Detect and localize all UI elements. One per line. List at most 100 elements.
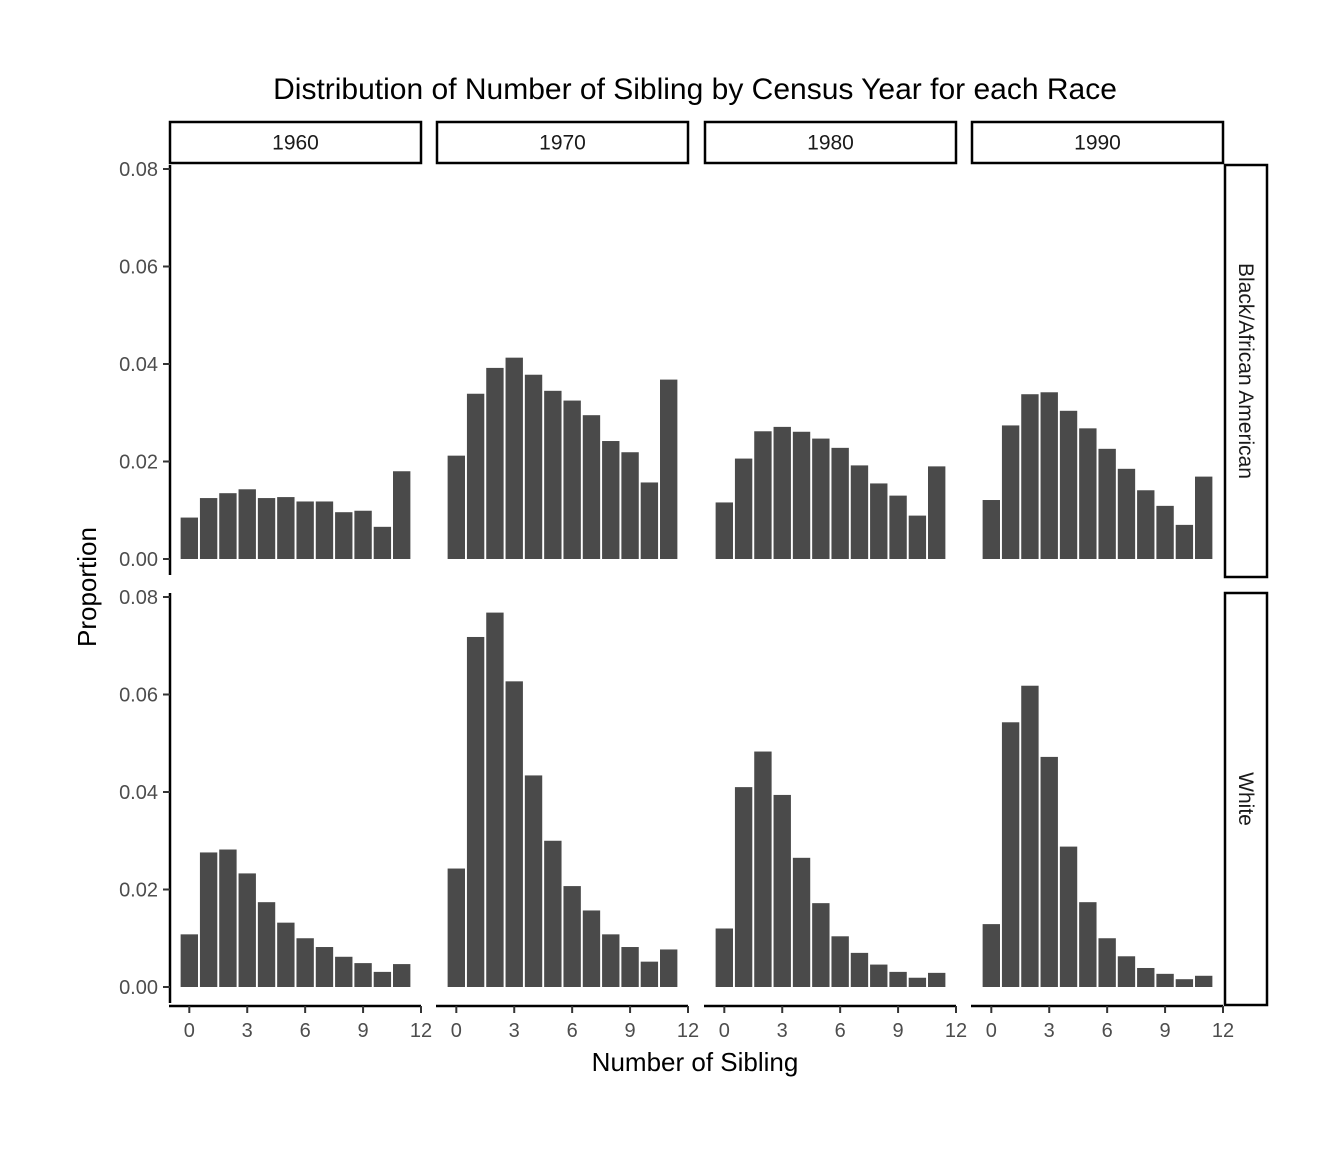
bar (773, 794, 791, 987)
row-strip-white (1223, 591, 1269, 1007)
row-strip-label: Black/African American (1234, 263, 1257, 479)
bar (870, 483, 888, 559)
bar (1195, 975, 1213, 987)
bar (1117, 956, 1136, 987)
x-tick-label: 6 (1102, 1020, 1113, 1042)
y-tick-label: 0.06 (119, 685, 158, 707)
bar (602, 934, 620, 987)
bar (505, 681, 523, 987)
bar (889, 495, 907, 559)
y-tick-label: 0.08 (119, 587, 158, 609)
bar (563, 400, 581, 559)
bar (486, 612, 504, 987)
bar (602, 441, 620, 559)
column-strip-1970 (435, 120, 690, 165)
column-strip-label: 1980 (807, 132, 854, 155)
column-strip-1990 (970, 120, 1225, 165)
bar (1021, 685, 1039, 987)
bar (850, 465, 869, 559)
y-tick-label: 0.04 (119, 782, 158, 804)
bar (393, 471, 411, 559)
bar (889, 971, 907, 987)
bar (447, 868, 465, 987)
bar (982, 500, 1000, 559)
bar (466, 636, 485, 987)
x-tick-label: 12 (1212, 1020, 1234, 1042)
bar (850, 952, 869, 987)
x-tick-label: 12 (945, 1020, 967, 1042)
bar (1175, 524, 1194, 559)
bar (582, 415, 601, 559)
y-tick-label: 0.08 (119, 159, 158, 181)
x-tick-label: 0 (184, 1020, 195, 1042)
bar (335, 956, 353, 987)
bar (180, 517, 198, 559)
x-axis-title: Number of Sibling (592, 1047, 799, 1077)
panel-1970-black (447, 357, 678, 559)
panel-1960-white (180, 849, 411, 987)
x-tick-label: 3 (509, 1020, 520, 1042)
y-tick-label: 0.02 (119, 452, 158, 474)
y-axis-title: Proportion (72, 527, 102, 647)
bar (715, 502, 733, 559)
bar (505, 357, 523, 559)
bar (831, 936, 849, 987)
x-tick-label: 0 (451, 1020, 462, 1042)
bar (640, 961, 659, 987)
column-strip-1960 (168, 120, 423, 165)
bar (315, 501, 334, 559)
bar (1098, 938, 1116, 987)
panel-1990-white (982, 685, 1213, 987)
bar (715, 928, 733, 987)
x-tick-label: 0 (986, 1020, 997, 1042)
bar (315, 947, 334, 987)
bar (812, 903, 830, 987)
bar (1059, 846, 1078, 987)
x-tick-label: 3 (242, 1020, 253, 1042)
bar (982, 924, 1000, 987)
y-tick-label: 0.00 (119, 977, 158, 999)
bar (199, 852, 218, 987)
y-tick-label: 0.02 (119, 880, 158, 902)
bar (754, 751, 772, 987)
panel-1960-black (180, 471, 411, 559)
bar (238, 489, 256, 559)
bar (1001, 425, 1020, 559)
y-tick-label: 0.00 (119, 549, 158, 571)
bar (373, 971, 392, 987)
bar (908, 977, 927, 987)
bar (219, 493, 237, 559)
bar (544, 840, 562, 987)
bar (1040, 756, 1058, 987)
bar (1040, 392, 1058, 559)
bar (1156, 973, 1174, 987)
bar (1175, 979, 1194, 987)
bar (219, 849, 237, 987)
x-tick-label: 3 (777, 1020, 788, 1042)
bar (640, 482, 659, 559)
bar (928, 972, 946, 987)
y-tick-label: 0.04 (119, 354, 158, 376)
bar (296, 501, 314, 559)
bar (792, 431, 811, 559)
column-strip-label: 1960 (272, 132, 319, 155)
bar (621, 947, 639, 987)
panel-1980-black (715, 426, 946, 559)
bar (870, 964, 888, 987)
bar (1079, 428, 1097, 559)
bar (524, 775, 543, 987)
bar (1137, 490, 1155, 559)
bar (335, 512, 353, 559)
chart-title: Distribution of Number of Sibling by Cen… (273, 73, 1117, 106)
bar (486, 367, 504, 559)
bar (373, 526, 392, 559)
x-tick-label: 6 (835, 1020, 846, 1042)
bar (1156, 505, 1174, 559)
panel-1980-white (715, 751, 946, 987)
bar (354, 510, 372, 559)
x-tick-label: 9 (1160, 1020, 1171, 1042)
x-tick-label: 12 (677, 1020, 699, 1042)
bar (1098, 448, 1116, 559)
bar (1137, 967, 1155, 987)
